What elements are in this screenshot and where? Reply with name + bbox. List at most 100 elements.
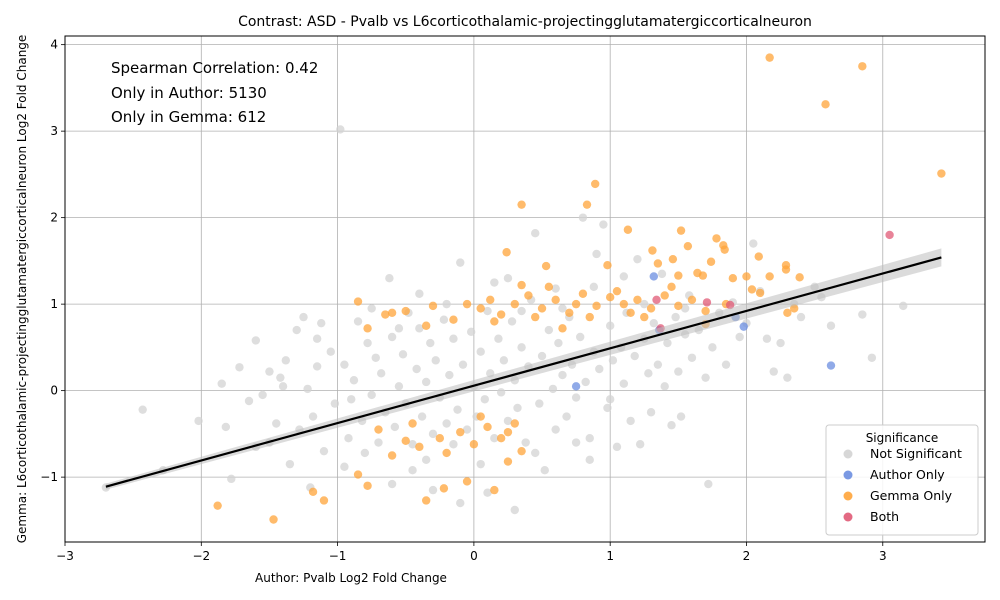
point-not-significant <box>445 370 454 380</box>
point-not-significant <box>537 351 547 361</box>
point-both <box>652 295 661 305</box>
point-not-significant <box>244 396 254 406</box>
point-not-significant <box>581 377 590 387</box>
point-gemma-only <box>517 280 526 290</box>
point-not-significant <box>390 422 400 432</box>
point-not-significant <box>585 455 594 465</box>
point-not-significant <box>421 455 431 465</box>
point-gemma-only <box>565 308 574 317</box>
point-not-significant <box>494 334 503 343</box>
x-tick-label: 3 <box>879 549 887 563</box>
point-not-significant <box>374 438 383 447</box>
point-not-significant <box>490 278 499 287</box>
point-not-significant <box>340 462 349 471</box>
point-gemma-only <box>503 457 513 466</box>
point-not-significant <box>592 249 601 259</box>
point-not-significant <box>531 229 540 238</box>
chart-title: Contrast: ASD - Pvalb vs L6corticothalam… <box>238 14 812 30</box>
point-gemma-only <box>387 308 397 317</box>
point-not-significant <box>217 379 226 388</box>
point-not-significant <box>558 370 567 380</box>
point-not-significant <box>796 312 806 322</box>
point-not-significant <box>663 338 672 348</box>
point-gemma-only <box>476 412 485 421</box>
annotation-author-only-count: Only in Author: 5130 <box>111 84 267 102</box>
point-not-significant <box>605 395 615 404</box>
point-gemma-only <box>582 200 592 209</box>
point-not-significant <box>513 403 522 413</box>
y-axis-ticks: −1 0 1 2 3 4 <box>40 38 65 484</box>
point-gemma-only <box>421 496 431 505</box>
point-gemma-only <box>789 304 799 313</box>
point-gemma-only <box>783 308 792 317</box>
point-not-significant <box>276 373 285 382</box>
point-not-significant <box>303 384 312 394</box>
point-not-significant <box>735 332 744 342</box>
point-not-significant <box>299 312 308 322</box>
point-gemma-only <box>449 315 458 324</box>
point-not-significant <box>540 466 549 475</box>
point-gemma-only <box>541 261 551 271</box>
point-not-significant <box>671 312 680 322</box>
point-not-significant <box>476 459 485 469</box>
point-not-significant <box>367 390 376 400</box>
point-not-significant <box>347 395 356 404</box>
point-gemma-only <box>496 434 506 443</box>
point-not-significant <box>319 446 329 456</box>
point-not-significant <box>657 269 667 279</box>
point-not-significant <box>415 324 424 333</box>
point-not-significant <box>612 442 622 452</box>
point-not-significant <box>428 429 438 439</box>
point-not-significant <box>551 425 560 434</box>
point-gemma-only <box>674 301 683 311</box>
point-not-significant <box>646 408 656 417</box>
point-gemma-only <box>633 295 642 305</box>
y-tick-label: 3 <box>50 124 58 138</box>
point-not-significant <box>371 353 380 362</box>
point-gemma-only <box>353 470 363 479</box>
point-not-significant <box>312 334 322 343</box>
point-gemma-only <box>363 481 372 490</box>
point-gemma-only <box>415 442 424 452</box>
point-not-significant <box>456 258 465 267</box>
legend-marker-not-significant <box>843 449 853 459</box>
point-gemma-only <box>490 485 499 495</box>
point-not-significant <box>503 273 513 283</box>
point-gemma-only <box>476 304 485 313</box>
point-not-significant <box>635 440 645 449</box>
point-not-significant <box>507 317 517 326</box>
point-gemma-only <box>701 306 710 316</box>
point-gemma-only <box>858 62 867 71</box>
point-gemma-only <box>676 226 686 235</box>
point-gemma-only <box>765 272 774 281</box>
point-not-significant <box>278 382 288 391</box>
point-author-only <box>649 272 658 281</box>
point-not-significant <box>360 448 370 458</box>
point-gemma-only <box>353 297 363 306</box>
point-not-significant <box>503 416 513 426</box>
point-not-significant <box>138 405 147 414</box>
point-not-significant <box>363 338 372 348</box>
point-gemma-only <box>674 271 683 280</box>
point-gemma-only <box>435 434 445 443</box>
point-gemma-only <box>442 448 451 458</box>
y-tick-label: 0 <box>50 384 58 398</box>
y-tick-label: 2 <box>50 211 58 225</box>
point-gemma-only <box>462 299 472 309</box>
point-gemma-only <box>381 310 390 319</box>
point-author-only <box>571 382 581 391</box>
legend-marker-both <box>843 512 853 522</box>
point-gemma-only <box>653 259 663 268</box>
point-not-significant <box>603 403 612 413</box>
point-gemma-only <box>439 484 449 493</box>
point-not-significant <box>353 317 363 326</box>
point-not-significant <box>619 272 629 281</box>
grid <box>64 36 985 542</box>
point-gemma-only <box>592 301 601 311</box>
point-author-only <box>826 361 836 370</box>
point-gemma-only <box>706 257 716 266</box>
point-gemma-only <box>387 451 397 460</box>
x-tick-label: −3 <box>56 549 74 563</box>
legend-marker-author-only <box>843 470 853 480</box>
